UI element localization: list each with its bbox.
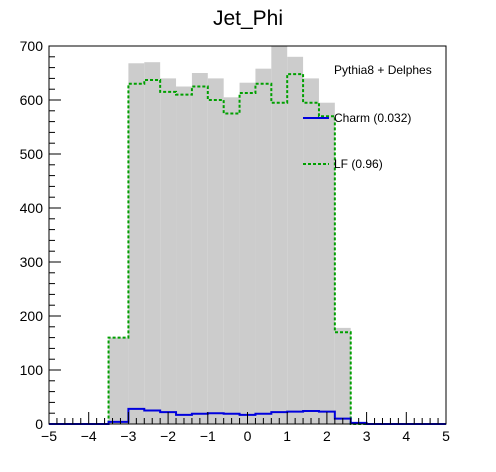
total-bar	[108, 337, 129, 424]
y-axis: 0 100 200 300 400 500 600 700	[20, 38, 61, 432]
y-tick-label: 500	[20, 146, 44, 162]
y-tick-label: 400	[20, 200, 44, 216]
total-bar	[191, 73, 208, 424]
y-tick-label: 600	[20, 92, 44, 108]
legend-charm-label: Charm (0.032)	[334, 111, 411, 125]
legend: Pythia8 + Delphes Charm (0.032) LF (0.96…	[303, 63, 432, 171]
total-bar	[223, 97, 240, 425]
total-bar	[334, 327, 351, 424]
total-bar	[160, 78, 177, 425]
y-tick-label: 200	[20, 308, 44, 324]
total-bar	[318, 102, 335, 424]
total-bar	[255, 68, 272, 425]
total-bar	[239, 82, 256, 424]
total-bar	[128, 63, 145, 424]
x-axis: −5 −4 −3 −2 −1 0 1 2 3 4 5	[41, 412, 450, 444]
total-bar	[271, 46, 288, 424]
x-tick-label: −2	[160, 428, 176, 444]
x-tick-label: 3	[363, 428, 371, 444]
legend-lf-label: LF (0.96)	[334, 157, 383, 171]
y-tick-label: 700	[20, 38, 44, 54]
y-tick-label: 0	[35, 416, 43, 432]
total-bar	[303, 78, 319, 425]
total-bar	[144, 62, 161, 424]
x-tick-label: −5	[41, 428, 57, 444]
x-tick-label: 0	[244, 428, 252, 444]
x-tick-label: 2	[323, 428, 331, 444]
x-tick-label: −3	[120, 428, 136, 444]
histogram-bars	[108, 46, 351, 425]
y-tick-label: 300	[20, 254, 44, 270]
x-tick-label: 5	[442, 428, 450, 444]
x-tick-label: 4	[402, 428, 410, 444]
total-bar	[287, 56, 304, 425]
total-bar	[176, 86, 192, 424]
x-tick-label: −4	[81, 428, 97, 444]
y-tick-label: 100	[20, 362, 44, 378]
chart-title: Jet_Phi	[213, 7, 283, 30]
x-tick-label: −1	[200, 428, 216, 444]
annotation-text: Pythia8 + Delphes	[334, 63, 432, 77]
total-bar	[207, 78, 224, 425]
x-tick-label: 1	[283, 428, 291, 444]
